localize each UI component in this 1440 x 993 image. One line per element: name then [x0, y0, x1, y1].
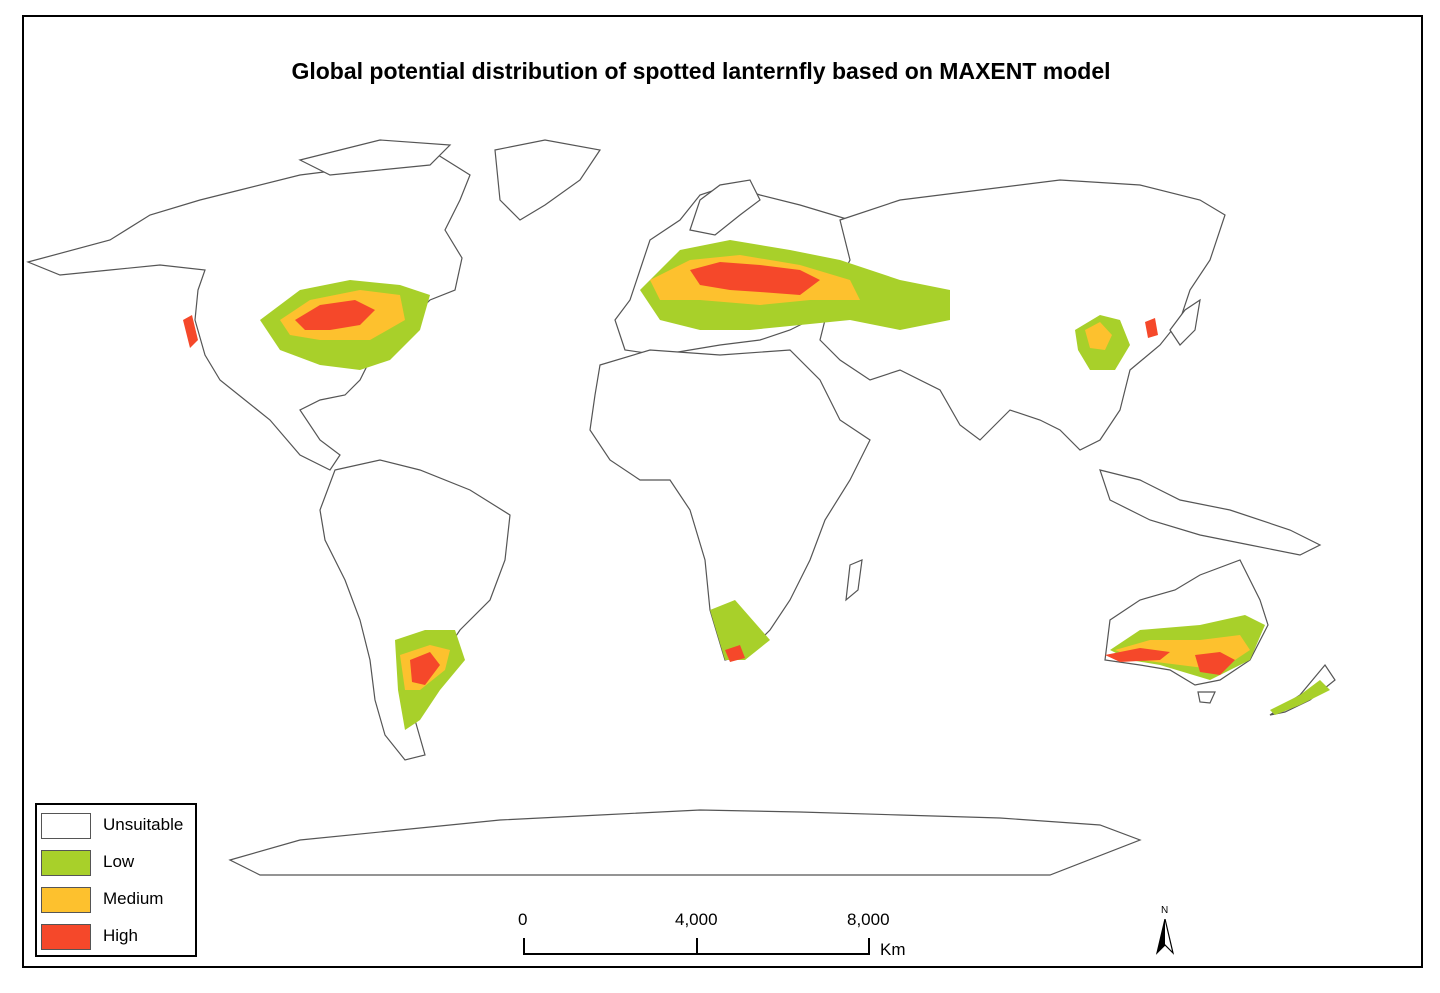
- asia: [819, 179, 1226, 451]
- world-map: [26, 139, 1336, 876]
- legend-label: Low: [103, 852, 135, 871]
- scale-bar: [523, 938, 870, 955]
- scale-tick-4000: 4,000: [675, 910, 718, 929]
- legend-label: Medium: [103, 889, 164, 908]
- africa: [589, 349, 871, 661]
- scale-tick-8000: 8,000: [847, 910, 890, 929]
- scandinavia: [689, 179, 761, 236]
- legend-item-high: High: [41, 924, 191, 952]
- map-title: Global potential distribution of spotted…: [291, 58, 1111, 84]
- legend-label: High: [103, 926, 138, 945]
- se-asia-islands: [1099, 469, 1322, 556]
- legend-item-medium: Medium: [41, 887, 191, 915]
- legend-swatch: [41, 887, 91, 913]
- north-arrow: N: [1150, 905, 1180, 955]
- antarctica: [228, 809, 1142, 876]
- legend-item-unsuitable: Unsuitable: [41, 813, 191, 841]
- arctic-islands: [298, 139, 452, 176]
- scale-unit: Km: [880, 940, 906, 959]
- legend-item-low: Low: [41, 850, 191, 878]
- legend-swatch: [41, 813, 91, 839]
- scale-tick-0: 0: [518, 910, 528, 929]
- greenland: [494, 139, 602, 221]
- suitability-high: [183, 262, 1235, 685]
- legend-swatch: [41, 850, 91, 876]
- legend-swatch: [41, 924, 91, 950]
- tasmania: [1197, 691, 1216, 704]
- madagascar: [845, 559, 863, 602]
- japan: [1169, 298, 1201, 346]
- legend-label: Unsuitable: [103, 815, 184, 834]
- legend: Unsuitable Low Medium High: [35, 803, 197, 957]
- north-label: N: [1161, 905, 1169, 916]
- north-arrow-icon: [1155, 919, 1175, 955]
